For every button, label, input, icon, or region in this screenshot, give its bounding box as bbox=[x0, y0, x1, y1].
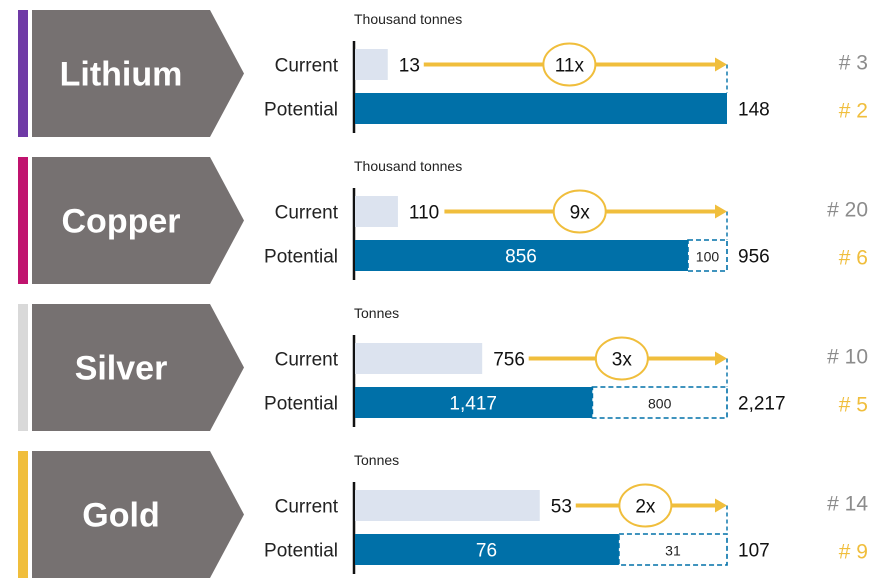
silver-category-current: Current bbox=[275, 350, 339, 371]
gold-rank-potential: # 9 bbox=[839, 541, 868, 564]
silver-potential-bar-gap bbox=[591, 386, 728, 419]
copper-current-value: 110 bbox=[409, 203, 439, 224]
silver-category-potential: Potential bbox=[264, 394, 338, 415]
lithium-panel: Lithium Thousand tonnes Current Potential 13… bbox=[18, 10, 868, 137]
gold-potential-bar-base bbox=[355, 534, 619, 565]
lithium-accent-strip bbox=[18, 10, 28, 137]
gold-potential-base-value: 76 bbox=[476, 541, 497, 562]
lithium-title: Lithium bbox=[60, 56, 183, 94]
copper-potential-value: 956 bbox=[738, 247, 770, 268]
gold-potential-bar-gap bbox=[618, 533, 728, 566]
copper-multiplier-circle bbox=[552, 189, 607, 234]
gold-current-value: 53 bbox=[551, 497, 572, 518]
silver-chevron bbox=[32, 304, 244, 431]
copper-multiplier: 9x bbox=[570, 203, 591, 224]
gold-multiplier: 2x bbox=[635, 497, 656, 518]
lithium-multiplier: 11x bbox=[555, 56, 585, 77]
copper-rank-potential: # 6 bbox=[839, 247, 868, 270]
lithium-potential-bar bbox=[355, 93, 727, 124]
gold-multiplier-circle bbox=[618, 483, 673, 528]
silver-current-value: 756 bbox=[493, 350, 525, 371]
copper-potential-bar-base bbox=[355, 240, 688, 271]
gold-growth-arrowhead bbox=[715, 498, 727, 513]
gold-accent-strip bbox=[18, 451, 28, 578]
silver-title: Silver bbox=[75, 350, 168, 388]
copper-title: Copper bbox=[62, 203, 181, 241]
lithium-potential-value: 148 bbox=[738, 100, 770, 121]
copper-panel: Copper Thousand tonnes Current Potential 110… bbox=[18, 157, 868, 284]
lithium-category-current: Current bbox=[275, 56, 339, 77]
silver-potential-gap-value: 800 bbox=[648, 396, 672, 412]
gold-potential-value: 107 bbox=[738, 541, 770, 562]
gold-unit-label: Tonnes bbox=[354, 452, 399, 468]
lithium-unit-label: Thousand tonnes bbox=[354, 11, 462, 27]
lithium-rank-potential: # 2 bbox=[839, 100, 868, 123]
copper-growth-arrowhead bbox=[715, 204, 727, 219]
silver-multiplier-circle bbox=[594, 336, 649, 381]
lithium-rank-current: # 3 bbox=[839, 52, 868, 75]
copper-category-current: Current bbox=[275, 203, 339, 224]
silver-rank-potential: # 5 bbox=[839, 394, 868, 417]
copper-chevron bbox=[32, 157, 244, 284]
silver-current-bar bbox=[355, 343, 483, 374]
copper-rank-current: # 20 bbox=[827, 199, 868, 222]
gold-rank-current: # 14 bbox=[827, 493, 868, 516]
lithium-current-bar bbox=[355, 49, 388, 80]
gold-category-current: Current bbox=[275, 497, 339, 518]
gold-chevron bbox=[32, 451, 244, 578]
copper-unit-label: Thousand tonnes bbox=[354, 158, 462, 174]
copper-potential-bar-gap bbox=[687, 239, 728, 272]
silver-unit-label: Tonnes bbox=[354, 305, 399, 321]
copper-potential-gap-value: 100 bbox=[696, 249, 720, 265]
copper-accent-strip bbox=[18, 157, 28, 284]
silver-multiplier: 3x bbox=[612, 350, 633, 371]
lithium-growth-arrowhead bbox=[715, 57, 727, 72]
silver-growth-arrowhead bbox=[715, 351, 727, 366]
copper-potential-base-value: 856 bbox=[505, 247, 537, 268]
lithium-category-potential: Potential bbox=[264, 100, 338, 121]
lithium-chevron bbox=[32, 10, 244, 137]
silver-potential-base-value: 1,417 bbox=[449, 394, 497, 415]
gold-category-potential: Potential bbox=[264, 541, 338, 562]
copper-current-bar bbox=[355, 196, 398, 227]
lithium-current-value: 13 bbox=[399, 56, 420, 77]
gold-title: Gold bbox=[82, 497, 159, 535]
gold-current-bar bbox=[355, 490, 540, 521]
silver-accent-strip bbox=[18, 304, 28, 431]
silver-rank-current: # 10 bbox=[827, 346, 868, 369]
silver-panel: Silver Tonnes Current Potential 756 1,417 800 2… bbox=[18, 304, 868, 431]
silver-potential-value: 2,217 bbox=[738, 394, 786, 415]
gold-panel: Gold Tonnes Current Potential 53 76 31 107 2x # 1… bbox=[18, 451, 868, 578]
silver-potential-bar-base bbox=[355, 387, 593, 418]
copper-category-potential: Potential bbox=[264, 247, 338, 268]
lithium-multiplier-circle bbox=[542, 42, 597, 87]
gold-potential-gap-value: 31 bbox=[665, 543, 681, 559]
